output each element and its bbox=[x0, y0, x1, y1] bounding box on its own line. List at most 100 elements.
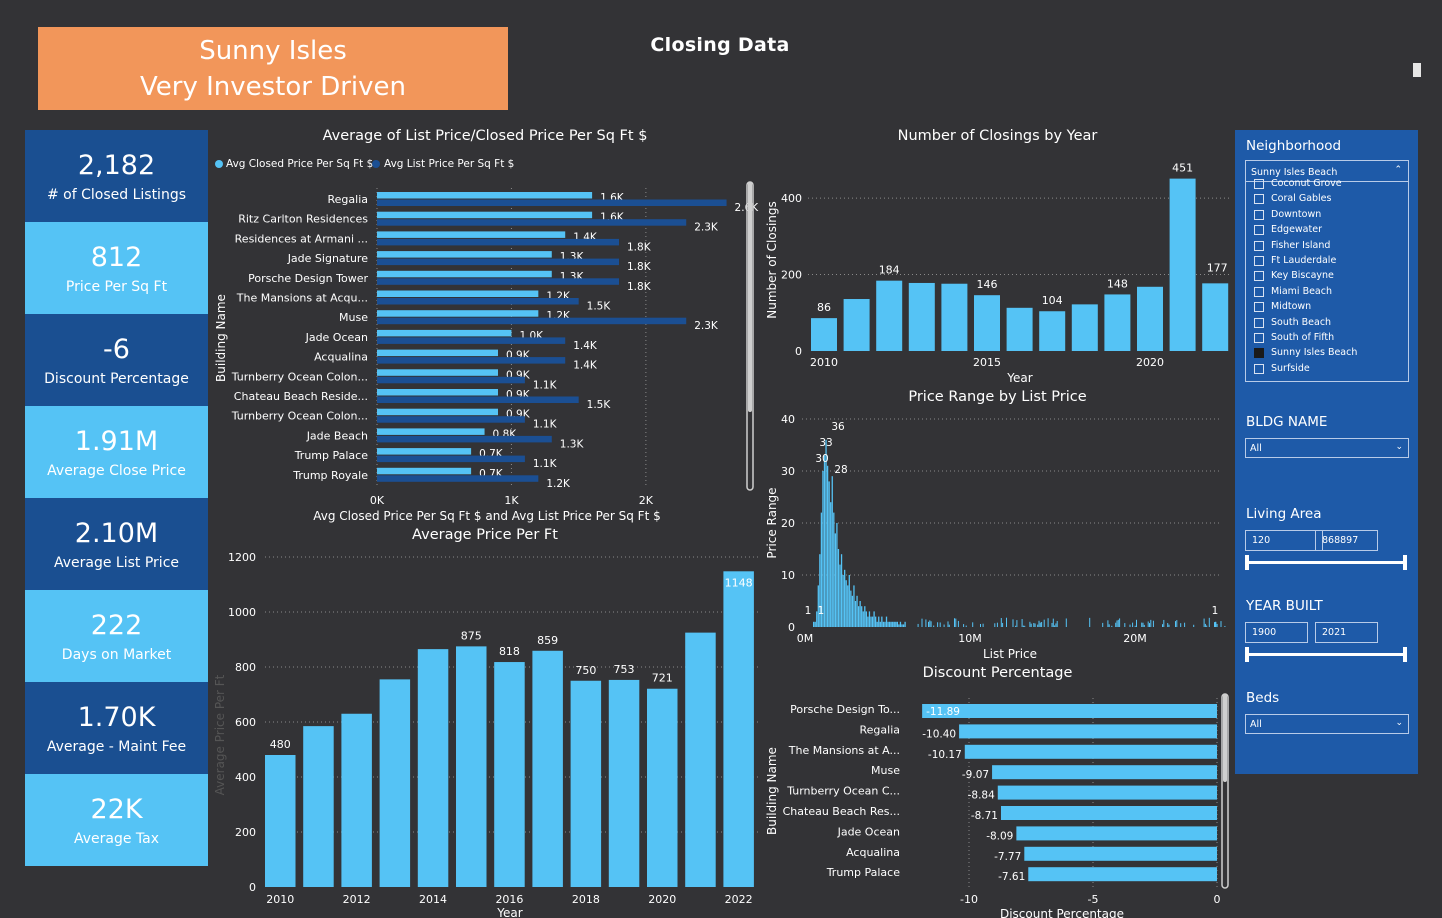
year-built-slider-track[interactable] bbox=[1246, 653, 1406, 656]
discount-chart-title: Discount Percentage bbox=[922, 665, 1073, 681]
histogram-bar bbox=[896, 621, 898, 627]
neighborhood-option[interactable]: Surfside bbox=[1246, 361, 1408, 376]
bar-list bbox=[377, 317, 687, 325]
category-label: Porsche Design To... bbox=[790, 703, 900, 716]
scrollbar-thumb bbox=[1223, 694, 1227, 782]
year-built-slider-min-handle[interactable] bbox=[1245, 647, 1249, 662]
neighborhood-option-label: Fisher Island bbox=[1271, 239, 1331, 251]
histogram-bar bbox=[947, 621, 949, 627]
year-built-slider-max-handle[interactable] bbox=[1403, 647, 1407, 662]
histogram-bar bbox=[833, 512, 835, 627]
chevron-down-icon[interactable]: ⌄ bbox=[1395, 718, 1403, 728]
bar bbox=[964, 744, 1217, 759]
living-area-min-input[interactable]: 120 bbox=[1245, 530, 1323, 551]
x-tick-label: 2K bbox=[639, 494, 654, 507]
bar bbox=[1016, 826, 1217, 841]
neighborhood-option[interactable]: Coral Gables bbox=[1246, 191, 1408, 206]
bar bbox=[959, 724, 1217, 739]
histogram-bar bbox=[878, 616, 880, 627]
chevron-up-icon[interactable]: ⌃ bbox=[1394, 165, 1402, 175]
neighborhood-option[interactable]: Downtown bbox=[1246, 207, 1408, 222]
neighborhood-slicer: Neighborhood Sunny Isles Beach ⌃ Coconut… bbox=[1235, 130, 1418, 406]
x-tick-label: -10 bbox=[960, 893, 978, 906]
page-title: Closing Data bbox=[650, 34, 790, 56]
pin-icon[interactable] bbox=[1413, 63, 1421, 77]
living-area-title: Living Area bbox=[1246, 506, 1322, 522]
living-area-slider-min-handle[interactable] bbox=[1245, 555, 1249, 570]
kpi-value: 2.10M bbox=[74, 518, 159, 549]
neighborhood-option-label: South of Fifth bbox=[1271, 331, 1335, 343]
living-area-max-input[interactable]: 868897 bbox=[1315, 530, 1378, 551]
histogram-bar bbox=[831, 476, 833, 627]
histogram-bar bbox=[854, 601, 857, 627]
year-built-min-input[interactable]: 1900 bbox=[1245, 622, 1308, 643]
checkbox-icon[interactable] bbox=[1254, 317, 1264, 328]
category-label: Turnberry Ocean Colon... bbox=[231, 370, 368, 383]
neighborhood-option[interactable]: Edgewater bbox=[1246, 222, 1408, 237]
neighborhood-option[interactable]: Key Biscayne bbox=[1246, 268, 1408, 283]
bar-closed bbox=[377, 467, 472, 475]
category-label: The Mansions at A... bbox=[788, 744, 900, 757]
bar bbox=[379, 679, 411, 887]
closings-chart: 0 200 400 86 184 146 104 148 451 177 2010 2015 2020 Y… bbox=[765, 162, 1230, 385]
year-built-max-input[interactable]: 2021 bbox=[1315, 622, 1378, 643]
bldg-name-slicer: BLDG NAME All ⌄ bbox=[1235, 406, 1418, 498]
checkbox-icon[interactable] bbox=[1254, 363, 1264, 374]
neighborhood-option[interactable]: South of Fifth bbox=[1246, 330, 1408, 345]
histogram-bar bbox=[1033, 623, 1035, 627]
checkbox-icon[interactable] bbox=[1254, 302, 1264, 313]
neighborhood-dropdown[interactable]: Sunny Isles Beach ⌃ Coconut Grove Coral G… bbox=[1245, 160, 1409, 382]
neighborhood-option[interactable]: Fisher Island bbox=[1246, 238, 1408, 253]
histogram-bar bbox=[1065, 618, 1067, 627]
checkbox-icon[interactable] bbox=[1254, 209, 1264, 220]
bar bbox=[941, 283, 968, 351]
neighborhood-option[interactable]: South Beach bbox=[1246, 315, 1408, 330]
beds-dropdown[interactable]: All ⌄ bbox=[1245, 714, 1409, 734]
y-tick-label: 0 bbox=[795, 345, 802, 358]
chevron-down-icon[interactable]: ⌄ bbox=[1395, 442, 1403, 452]
histogram-bar bbox=[994, 623, 996, 627]
checkbox-icon[interactable] bbox=[1254, 332, 1264, 343]
neighborhood-option-label: Downtown bbox=[1271, 208, 1322, 220]
checkbox-icon[interactable] bbox=[1254, 255, 1264, 266]
living-area-slider-max-handle[interactable] bbox=[1403, 555, 1407, 570]
histogram-bar bbox=[865, 611, 867, 627]
neighborhood-option[interactable]: Midtown bbox=[1246, 299, 1408, 314]
histogram-bar bbox=[1012, 619, 1014, 627]
x-tick-label: 2010 bbox=[266, 893, 294, 906]
x-tick-label: 2015 bbox=[973, 356, 1001, 369]
histogram-bar bbox=[892, 621, 894, 627]
checkbox-icon[interactable] bbox=[1254, 225, 1264, 236]
checkbox-icon[interactable] bbox=[1254, 286, 1264, 297]
histogram-bar bbox=[1204, 623, 1206, 627]
histogram-bar bbox=[853, 585, 855, 627]
bldg-name-dropdown[interactable]: All ⌄ bbox=[1245, 438, 1409, 458]
neighborhood-selected[interactable]: Sunny Isles Beach ⌃ bbox=[1246, 161, 1408, 182]
histogram-bar bbox=[1002, 622, 1004, 627]
kpi-label: Average List Price bbox=[53, 555, 179, 571]
category-label: Muse bbox=[339, 311, 368, 324]
checkbox-icon[interactable] bbox=[1254, 240, 1264, 251]
x-tick-label: 2016 bbox=[495, 893, 523, 906]
histogram-bar bbox=[1206, 625, 1208, 627]
histogram-bar bbox=[871, 616, 874, 627]
bar-closed bbox=[377, 369, 498, 376]
x-tick-label: 2014 bbox=[419, 893, 447, 906]
x-tick-label: 20M bbox=[1123, 632, 1147, 645]
neighborhood-option[interactable]: Sunny Isles Beach bbox=[1246, 345, 1408, 360]
bar bbox=[1039, 311, 1066, 351]
checkbox-icon[interactable] bbox=[1254, 179, 1264, 189]
neighborhood-option[interactable]: Ft Lauderdale bbox=[1246, 253, 1408, 268]
histogram-bar bbox=[925, 619, 927, 627]
neighborhood-option[interactable]: Miami Beach bbox=[1246, 284, 1408, 299]
neighborhood-option[interactable]: Coconut Grove bbox=[1246, 176, 1408, 191]
checkbox-icon[interactable] bbox=[1254, 271, 1264, 282]
checkbox-checked-icon[interactable] bbox=[1254, 348, 1264, 359]
living-area-slider-track[interactable] bbox=[1246, 561, 1406, 564]
data-label: 1.1K bbox=[533, 419, 558, 431]
y-tick-label: 1000 bbox=[228, 606, 256, 619]
histogram-bar bbox=[867, 616, 869, 627]
closings-chart-title: Number of Closings by Year bbox=[897, 128, 1098, 144]
checkbox-icon[interactable] bbox=[1254, 194, 1264, 205]
